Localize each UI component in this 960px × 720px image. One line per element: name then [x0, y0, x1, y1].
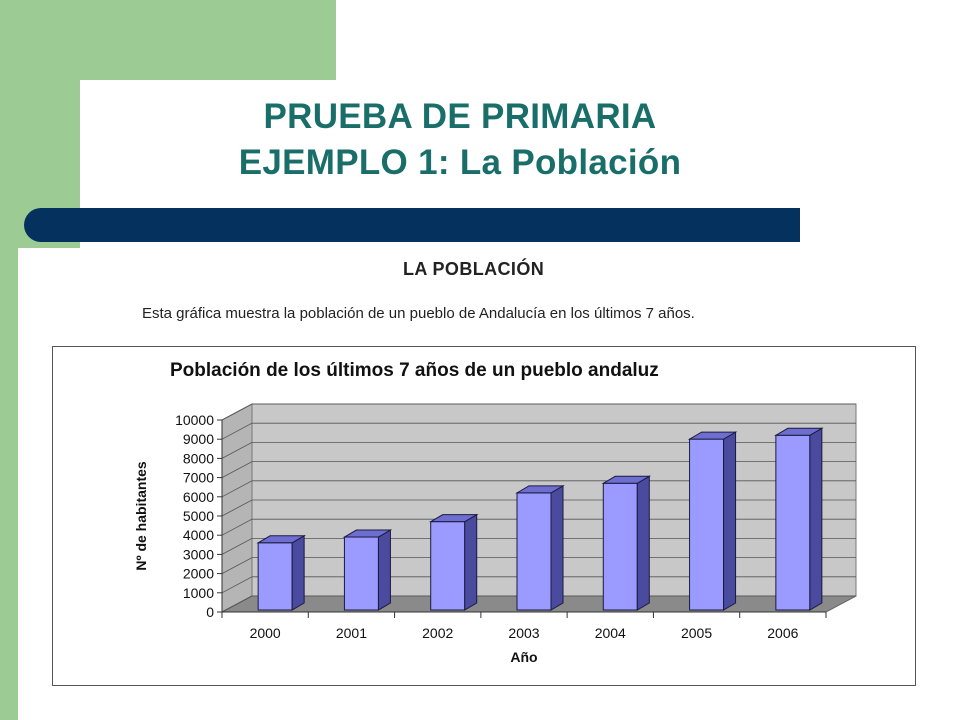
bar-2002	[430, 521, 466, 611]
gridline	[221, 557, 856, 574]
y-tick-label: 1000	[183, 585, 214, 601]
section-heading: LA POBLACIÓN	[403, 259, 545, 279]
bar-2003	[516, 492, 552, 611]
y-tick-label: 2000	[183, 566, 214, 582]
bar-2000	[257, 542, 293, 611]
x-axis-label: Año	[510, 649, 537, 665]
gridline	[221, 403, 856, 421]
x-tick-label: 2005	[681, 625, 712, 641]
y-tick-label: 7000	[183, 470, 214, 486]
bar-2005	[689, 438, 725, 611]
bar-top-2003	[515, 485, 565, 494]
title-line-2: EJEMPLO 1: La Población	[238, 143, 682, 182]
section-description: Esta gráfica muestra la población de un …	[142, 305, 695, 322]
bar-2006	[775, 434, 811, 611]
bar-top-2002	[428, 514, 479, 523]
x-tick-label: 2006	[767, 625, 798, 641]
bar-top-2000	[256, 535, 306, 544]
bar-2001	[343, 536, 379, 611]
gridline	[221, 595, 856, 613]
bar-side-2005	[723, 431, 737, 611]
chart-title: Población de los últimos 7 años de un pu…	[170, 360, 659, 381]
y-tick-label: 5000	[183, 508, 214, 524]
gridline	[221, 499, 856, 517]
bar-side-2006	[809, 427, 823, 611]
bar-side-2004	[636, 475, 650, 611]
bar-side-2002	[464, 513, 478, 611]
x-tick-label: 2002	[422, 625, 453, 641]
slide-title: PRUEBA DE PRIMARIA EJEMPLO 1: La Poblaci…	[80, 94, 840, 186]
y-tick-label: 10000	[175, 412, 214, 428]
title-divider-bar	[24, 208, 800, 242]
x-tick-label: 2001	[336, 625, 367, 641]
gridline	[221, 538, 856, 555]
x-tick-label: 2000	[250, 625, 281, 641]
y-tick-label: 9000	[183, 431, 214, 447]
gridline	[221, 441, 856, 459]
gridline	[221, 576, 856, 594]
gridline	[221, 461, 856, 478]
y-tick-label: 4000	[183, 527, 214, 543]
bar-top-2006	[774, 427, 824, 436]
gridline	[221, 422, 856, 440]
y-tick-label: 8000	[183, 450, 214, 466]
bar-top-2005	[687, 431, 738, 440]
bar-top-2001	[342, 529, 393, 538]
y-tick-label: 6000	[183, 489, 214, 505]
x-tick-label: 2003	[508, 625, 539, 641]
x-tick-label: 2004	[595, 625, 626, 641]
gridline	[221, 518, 856, 536]
bar-top-2004	[601, 475, 652, 484]
y-tick-label: 3000	[183, 546, 214, 562]
y-tick-label: 0	[206, 604, 214, 620]
title-line-1: PRUEBA DE PRIMARIA	[263, 97, 657, 136]
bar-side-2001	[377, 529, 391, 611]
y-axis-label: Nº de habitantes	[133, 461, 149, 571]
gridline	[221, 480, 856, 498]
bar-side-2003	[550, 485, 564, 611]
bar-side-2000	[291, 534, 305, 611]
bar-2004	[602, 482, 638, 611]
